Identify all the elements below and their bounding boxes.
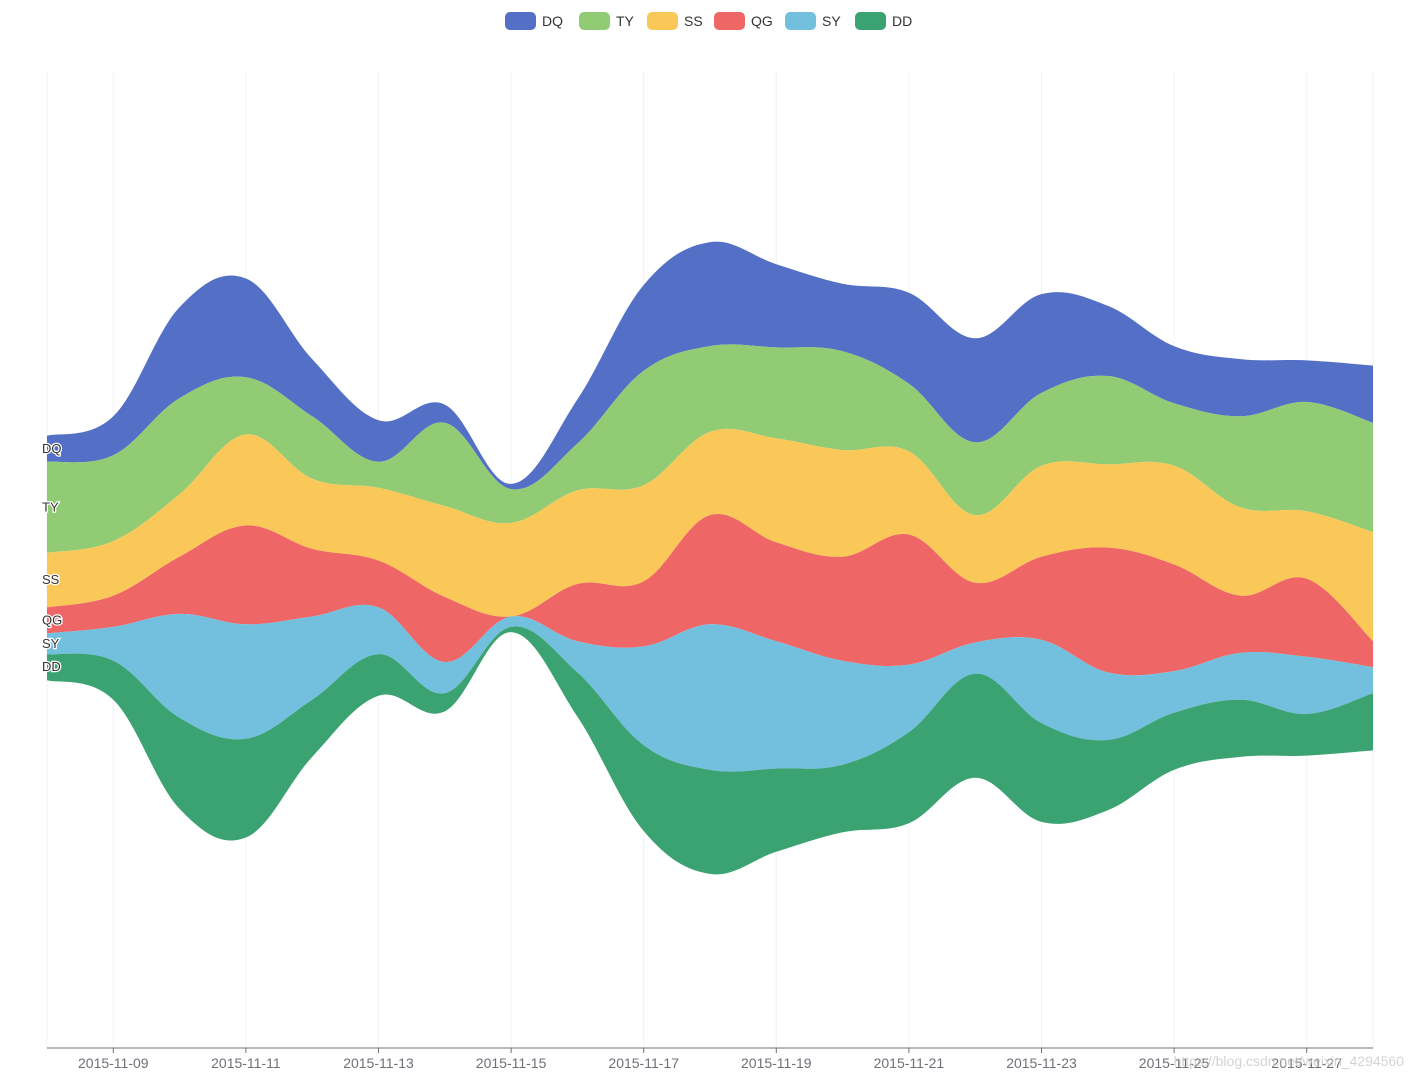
series-label-ss: SS bbox=[42, 572, 60, 587]
stream-ss[interactable] bbox=[47, 428, 1373, 642]
legend-item-ss[interactable]: SS bbox=[647, 12, 703, 30]
legend-label-dq: DQ bbox=[542, 13, 563, 29]
x-tick-label-2015-11-11: 2015-11-11 bbox=[211, 1055, 281, 1071]
legend-swatch-sy bbox=[785, 12, 816, 30]
legend: DQ TY SS QG SY DD bbox=[505, 12, 912, 30]
legend-item-sy[interactable]: SY bbox=[785, 12, 841, 30]
stream-ty[interactable] bbox=[47, 344, 1373, 553]
series-label-dq: DQ bbox=[42, 441, 62, 456]
legend-item-ty[interactable]: TY bbox=[579, 12, 635, 30]
x-tick-label-2015-11-17: 2015-11-17 bbox=[608, 1055, 679, 1071]
legend-label-sy: SY bbox=[822, 13, 841, 29]
stream-dq[interactable] bbox=[47, 241, 1373, 490]
legend-label-qg: QG bbox=[751, 13, 773, 29]
legend-swatch-dd bbox=[855, 12, 886, 30]
x-tick-label-2015-11-27: 2015-11-27 bbox=[1271, 1055, 1342, 1071]
stream-qg[interactable] bbox=[47, 513, 1373, 676]
x-tick-label-2015-11-15: 2015-11-15 bbox=[476, 1055, 547, 1071]
series-label-dd: DD bbox=[42, 659, 61, 674]
series-label-layer: DQ TY SS QG SY DD bbox=[41, 440, 64, 676]
legend-swatch-ty bbox=[579, 12, 610, 30]
stream-layer bbox=[47, 241, 1373, 875]
legend-label-ty: TY bbox=[616, 13, 635, 29]
legend-label-ss: SS bbox=[684, 13, 703, 29]
stream-dd[interactable] bbox=[47, 626, 1373, 875]
x-tick-label-2015-11-09: 2015-11-09 bbox=[78, 1055, 149, 1071]
series-label-ty: TY bbox=[42, 499, 59, 514]
legend-item-dd[interactable]: DD bbox=[855, 12, 912, 30]
legend-label-dd: DD bbox=[892, 13, 912, 29]
x-tick-label-2015-11-13: 2015-11-13 bbox=[343, 1055, 414, 1071]
watermark-text: https://blog.csdn.net/weixin_4294560 bbox=[1174, 1053, 1405, 1069]
series-label-qg: QG bbox=[42, 612, 62, 627]
legend-swatch-ss bbox=[647, 12, 678, 30]
legend-item-qg[interactable]: QG bbox=[714, 12, 773, 30]
stream-sy[interactable] bbox=[47, 604, 1373, 772]
legend-swatch-qg bbox=[714, 12, 745, 30]
legend-item-dq[interactable]: DQ bbox=[505, 12, 563, 30]
legend-swatch-dq bbox=[505, 12, 536, 30]
x-tick-label-2015-11-23: 2015-11-23 bbox=[1006, 1055, 1077, 1071]
series-label-sy: SY bbox=[42, 636, 60, 651]
x-tick-label-2015-11-21: 2015-11-21 bbox=[874, 1055, 945, 1071]
x-tick-label-2015-11-25: 2015-11-25 bbox=[1139, 1055, 1210, 1071]
x-tick-label-2015-11-19: 2015-11-19 bbox=[741, 1055, 812, 1071]
x-axis: 2015-11-09 2015-11-11 2015-11-13 2015-11-15… bbox=[47, 1047, 1373, 1071]
